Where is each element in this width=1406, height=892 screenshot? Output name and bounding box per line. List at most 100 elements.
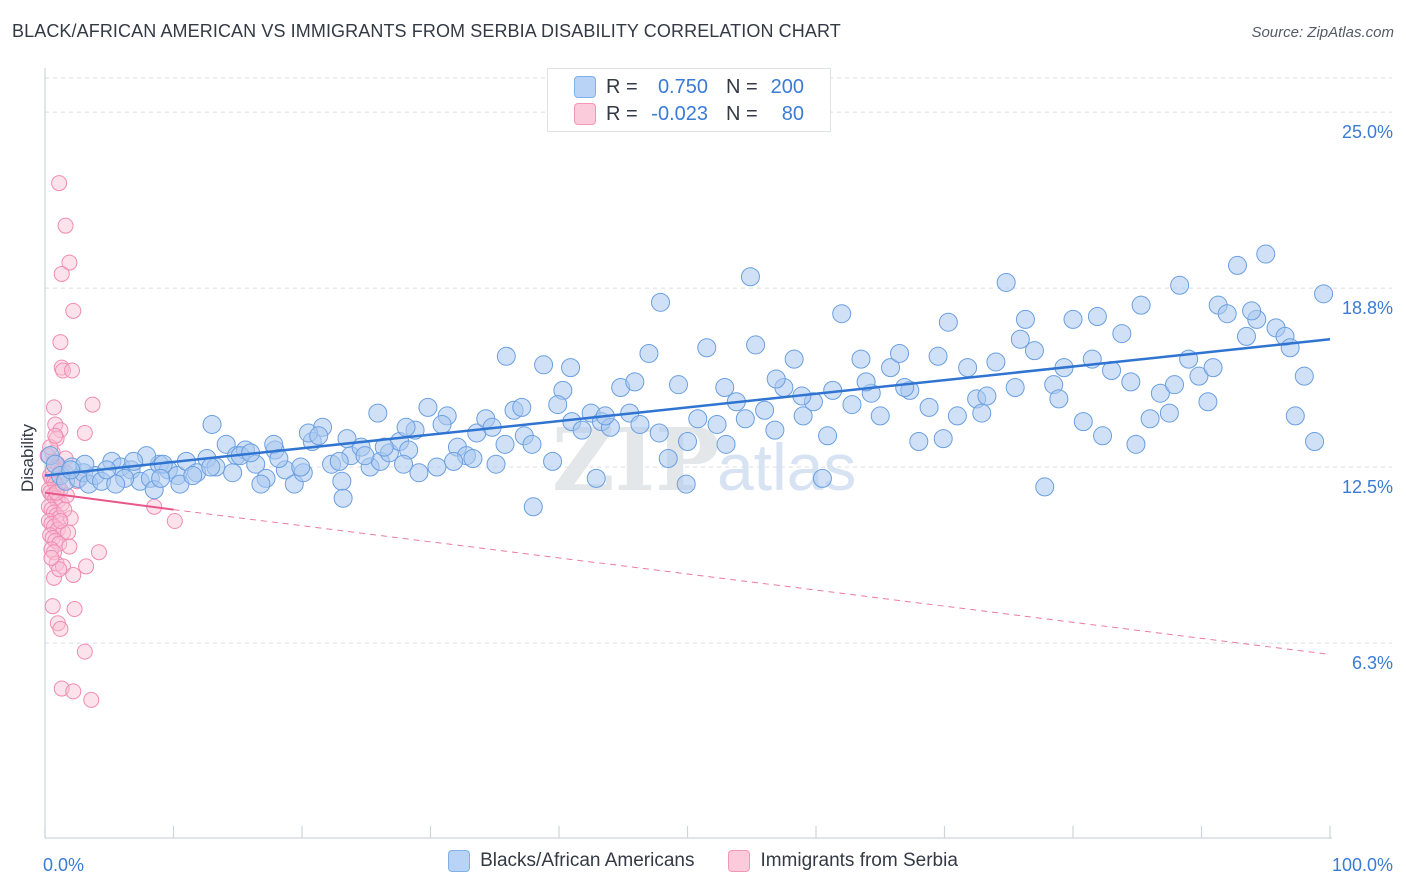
data-point-black [895,378,915,398]
data-point-black [1063,309,1083,329]
data-point-black [106,474,126,494]
serbia-points [39,175,183,708]
data-point-black [523,497,543,517]
data-point-black [1165,375,1185,395]
data-point-black [856,372,876,392]
data-point-black [1314,284,1334,304]
data-point-black [1049,389,1069,409]
data-point-black [986,352,1006,372]
data-point-serbia [63,362,80,379]
data-point-black [332,471,352,491]
legend-r-label: R = [606,75,638,98]
data-point-serbia [83,691,100,708]
trend-layer [44,338,1331,655]
data-point-black [1073,412,1093,432]
data-point-black [1198,392,1218,412]
data-point-black [1203,358,1223,378]
data-point-black [1121,372,1141,392]
data-point-black [572,420,592,440]
data-point-black [716,434,736,454]
data-point-black [812,468,832,488]
legend-row-serbia: R = -0.023 N = 80 [548,100,830,128]
data-point-black [977,386,997,406]
data-point-black [1035,477,1055,497]
data-point-black [534,355,554,375]
data-point-black [658,449,678,469]
data-point-black [678,431,697,451]
x-tick-label: 100.0% [1332,855,1393,875]
data-point-serbia [51,561,68,578]
data-point-black [938,312,958,332]
data-point-serbia [44,598,61,615]
data-point-black [996,272,1016,292]
data-point-serbia [52,334,69,351]
legend-r-value: 0.750 [657,75,708,98]
data-point-black [765,420,785,440]
data-point-black [793,406,813,426]
data-point-serbia [53,265,70,282]
data-point-serbia [166,512,183,529]
legend-n-label: N = [726,75,758,98]
data-point-serbia [76,643,93,660]
data-point-serbia [65,683,82,700]
watermark-atlas: atlas [717,430,856,504]
trend-line-black [44,338,1331,477]
data-point-serbia [61,254,78,271]
data-point-black [1285,406,1305,426]
data-point-black [1126,434,1146,454]
trend-line-serbia-extension [173,509,1331,655]
data-point-black [1294,366,1314,386]
data-point-serbia [61,538,78,555]
data-point-black [746,335,766,355]
legend-n-value: 80 [781,102,804,125]
data-point-black [1112,324,1132,344]
legend-n-label: N = [726,102,758,125]
data-point-black [842,395,862,415]
source-label: Source: ZipAtlas.com [1251,24,1394,41]
data-point-black [586,468,606,488]
legend-item-serbia[interactable]: Immigrants from Serbia [728,850,958,872]
data-point-black [1217,304,1237,324]
legend-item-blacks[interactable]: Blacks/African Americans [448,850,694,872]
data-point-black [1280,338,1300,358]
data-point-black [396,417,416,437]
data-point-black [715,378,735,398]
y-tick-label: 25.0% [1342,122,1393,142]
legend-swatch-pink [728,850,751,872]
legend-label-blacks: Blacks/African Americans [480,850,695,871]
data-point-serbia [43,549,60,566]
data-point-black [676,474,696,494]
data-point-black [928,346,948,366]
data-point-black [1005,378,1025,398]
data-point-black [444,451,464,471]
data-point-serbia [84,396,101,413]
data-point-black [947,406,967,426]
data-point-black [625,372,645,392]
data-point-black [333,488,353,508]
data-point-serbia [65,566,82,583]
data-point-black [223,463,243,483]
legend-r-value: -0.023 [651,102,708,125]
data-point-black [1010,329,1030,349]
data-point-black [740,267,760,287]
legend-label-serbia: Immigrants from Serbia [760,850,958,871]
data-point-black [784,349,804,369]
data-point-serbia [45,399,62,416]
data-point-black [427,457,447,477]
data-point-black [870,406,890,426]
data-point-black [958,358,978,378]
data-point-serbia [52,512,69,529]
data-point-black [1093,426,1113,446]
data-point-black [919,397,939,417]
data-point-black [818,426,838,446]
data-point-black [486,454,506,474]
data-point-serbia [54,362,71,379]
data-point-black [183,466,203,486]
data-point-black [561,358,581,378]
correlation-legend: R = 0.750 N = 200 R = -0.023 N = 80 [547,68,831,132]
data-point-black [1189,366,1209,386]
legend-row-blacks: R = 0.750 N = 200 [548,73,830,101]
data-point-black [543,451,563,471]
data-point-black [512,397,532,417]
